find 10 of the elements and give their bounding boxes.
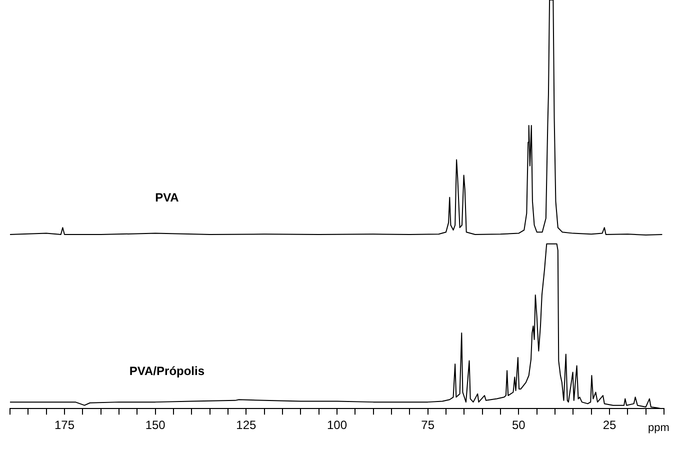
x-tick-label: 150 [145, 418, 166, 432]
x-tick-label: 75 [421, 418, 435, 432]
text: PVA [155, 190, 180, 204]
x-tick-label: 175 [54, 418, 75, 432]
x-tick-label: 125 [236, 418, 256, 432]
x-axis-title: ppm [648, 422, 670, 434]
x-tick-label: 50 [512, 418, 526, 432]
x-tick-label: 25 [602, 418, 616, 432]
x-tick-label: 100 [326, 418, 348, 432]
series-label: PVA/Própolis [129, 364, 205, 378]
